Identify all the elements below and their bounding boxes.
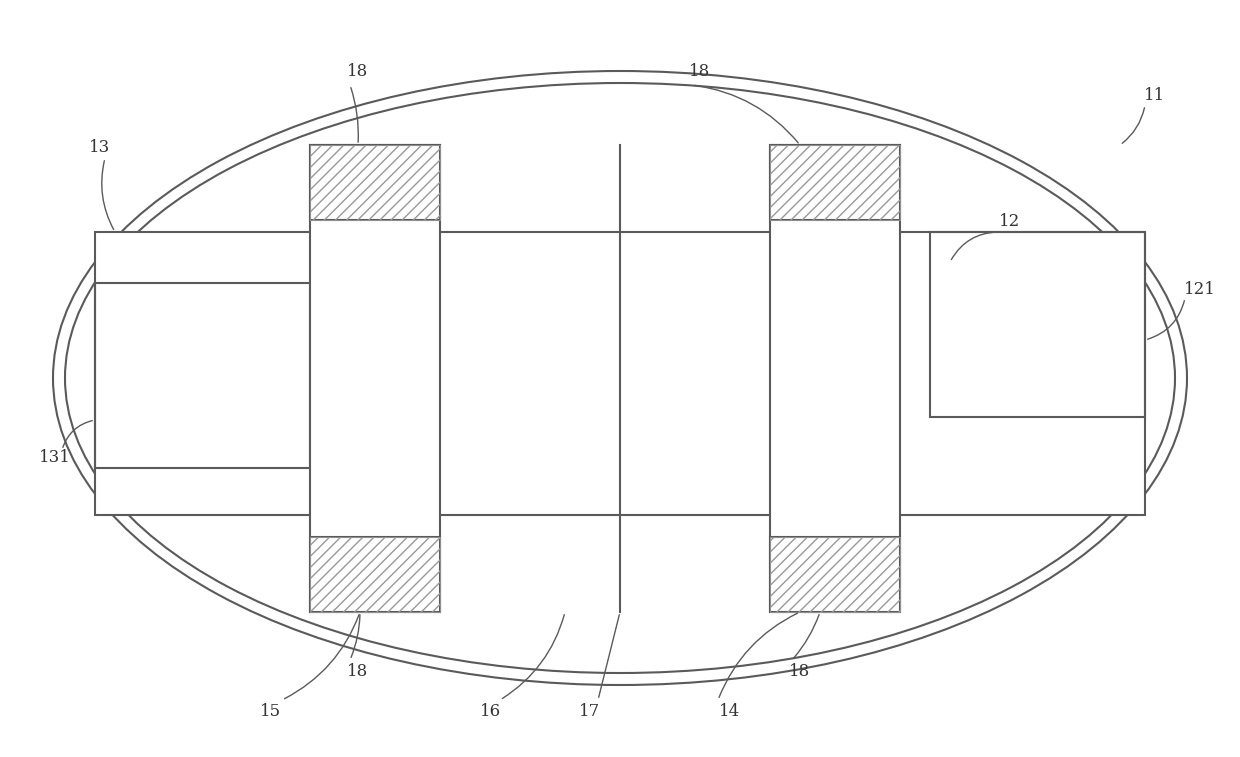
Text: 17: 17 xyxy=(579,703,600,721)
Bar xyxy=(95,283,310,468)
Text: 131: 131 xyxy=(40,450,71,466)
Bar xyxy=(310,145,440,220)
Bar xyxy=(310,537,440,612)
Bar xyxy=(770,537,900,612)
Bar xyxy=(310,145,440,220)
Bar xyxy=(310,145,440,612)
Text: 15: 15 xyxy=(259,703,280,721)
Bar xyxy=(770,145,900,220)
Bar xyxy=(930,232,1145,417)
Bar xyxy=(770,145,900,612)
Text: 18: 18 xyxy=(347,663,368,681)
Text: 121: 121 xyxy=(1184,282,1216,298)
Bar xyxy=(310,537,440,612)
Bar xyxy=(770,537,900,612)
Text: 12: 12 xyxy=(999,213,1021,230)
Text: 13: 13 xyxy=(89,139,110,157)
Text: 18: 18 xyxy=(689,64,711,80)
Text: 18: 18 xyxy=(790,663,811,681)
Text: 11: 11 xyxy=(1145,86,1166,104)
Text: 18: 18 xyxy=(347,64,368,80)
Bar xyxy=(95,232,1145,515)
Text: 14: 14 xyxy=(719,703,740,721)
Bar xyxy=(770,145,900,220)
Text: 16: 16 xyxy=(480,703,501,721)
